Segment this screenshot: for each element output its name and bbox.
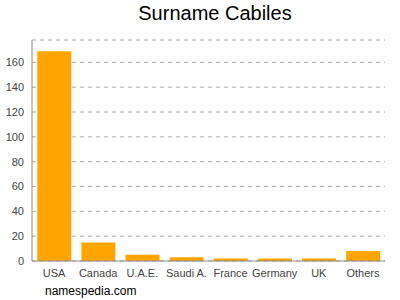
svg-text:40: 40: [12, 205, 24, 217]
svg-text:France: France: [213, 267, 247, 279]
svg-text:80: 80: [12, 156, 24, 168]
html-text:namespedia.com: namespedia.com: [45, 284, 137, 298]
svg-text:100: 100: [8, 131, 24, 143]
html-text:Surname Cabiles: Surname Cabiles: [138, 2, 292, 24]
svg-text:Saudi A.: Saudi A.: [166, 267, 207, 279]
svg-text:USA: USA: [43, 267, 66, 279]
svg-text:U.A.E.: U.A.E.: [126, 267, 158, 279]
svg-text:140: 140: [8, 81, 24, 93]
svg-text:60: 60: [12, 180, 24, 192]
svg-text:120: 120: [8, 106, 24, 118]
svg-text:20: 20: [12, 230, 24, 242]
svg-text:0: 0: [18, 255, 24, 267]
svg-text:Germany: Germany: [252, 267, 298, 279]
svg-text:UK: UK: [311, 267, 327, 279]
svg-text:Others: Others: [346, 267, 380, 279]
svg-text:Canada: Canada: [79, 267, 118, 279]
svg-text:160: 160: [8, 56, 24, 68]
